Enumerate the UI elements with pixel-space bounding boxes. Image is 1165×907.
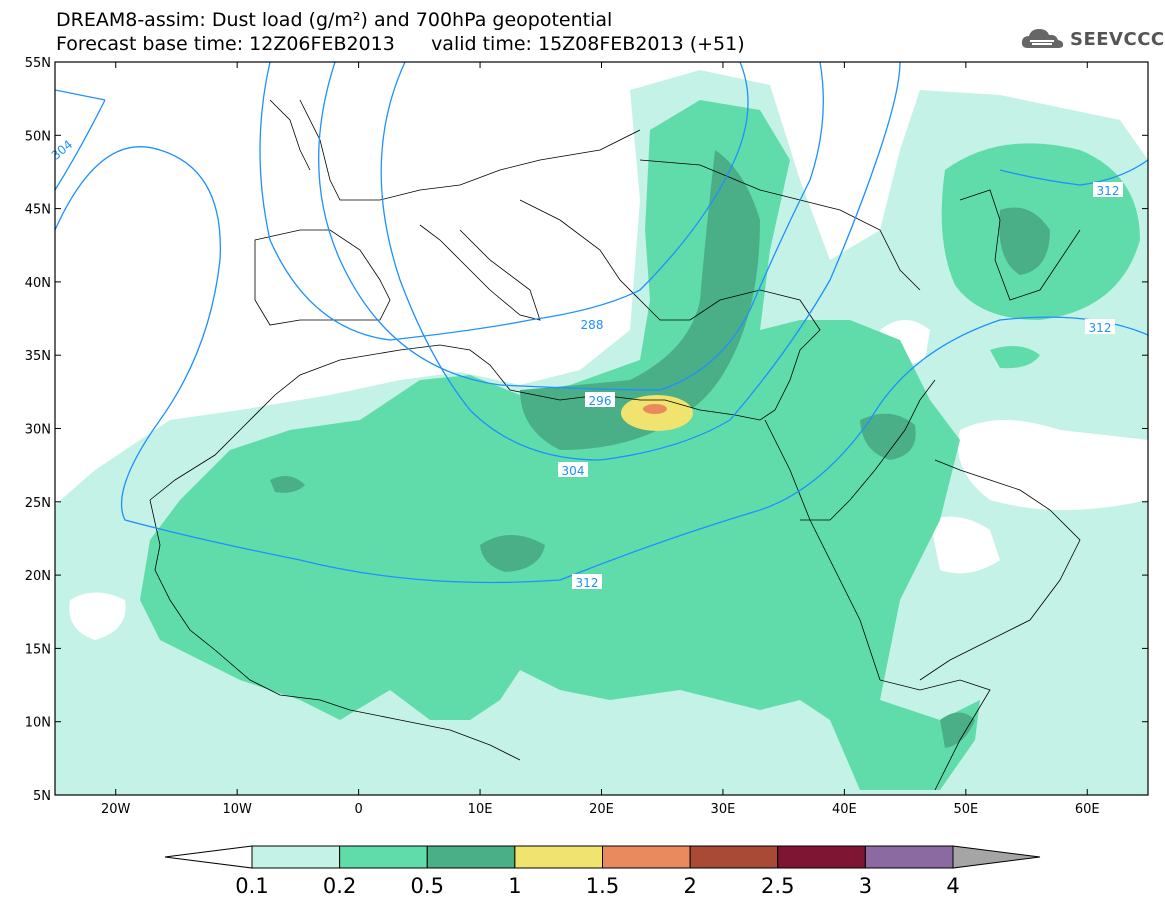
colorbar-segment [602, 845, 691, 869]
contour-label: 312 [1089, 321, 1112, 335]
lat-tick-label: 15N [25, 642, 51, 657]
lat-tick-label: 25N [25, 496, 51, 511]
colorbar-label: 1.5 [586, 874, 619, 898]
lat-tick-label: 55N [25, 56, 51, 71]
contour-label: 296 [589, 394, 612, 408]
coastlines [149, 99, 1081, 791]
contour-label: 312 [1097, 184, 1120, 198]
colorbar-label: 4 [946, 874, 959, 898]
geopotential-contours [55, 62, 1148, 584]
lat-tick-label: 10N [25, 716, 51, 731]
dust-field [55, 70, 1148, 795]
colorbar-label: 0.5 [411, 874, 444, 898]
lat-tick-label: 20N [25, 569, 51, 584]
colorbar-low-extension [164, 845, 253, 869]
colorbar-label: 3 [859, 874, 872, 898]
colorbar-label: 1 [508, 874, 521, 898]
lat-tick-label: 35N [25, 349, 51, 364]
lon-tick-label: 10W [222, 802, 252, 817]
chart-title: DREAM8-assim: Dust load (g/m²) and 700hP… [56, 9, 613, 31]
latitude-axis: 55N 50N 45N 40N 35N 30N 25N 20N 15N 10N 5N [25, 56, 1148, 804]
colorbar-segment [251, 845, 341, 869]
contour-labels: 304 288 296 304 312 312 312 [46, 134, 1123, 590]
lon-tick-label: 0 [354, 802, 362, 817]
colorbar-segment [339, 845, 428, 869]
lat-tick-label: 5N [33, 789, 51, 804]
seevccc-logo: SEEVCCC [1020, 24, 1165, 54]
cloud-icon [1021, 29, 1064, 48]
lat-tick-label: 50N [25, 129, 51, 144]
lat-tick-label: 45N [25, 203, 51, 218]
lat-tick-label: 40N [25, 276, 51, 291]
chart-subtitle: Forecast base time: 12Z06FEB2013 valid t… [56, 33, 745, 55]
colorbar-segment [777, 845, 866, 869]
lon-tick-label: 20W [101, 802, 131, 817]
colorbar-label: 2 [683, 874, 696, 898]
colorbar-label: 2.5 [761, 874, 794, 898]
colorbar: 0.1 0.2 0.5 1 1.5 2 2.5 3 4 [164, 845, 1041, 898]
lon-tick-label: 40E [832, 802, 857, 817]
lon-tick-label: 50E [953, 802, 978, 817]
colorbar-label: 0.2 [323, 874, 356, 898]
colorbar-segment [426, 845, 516, 869]
contour-label: 312 [576, 576, 599, 590]
lon-tick-label: 30E [711, 802, 736, 817]
lon-tick-label: 60E [1075, 802, 1100, 817]
colorbar-high-extension [952, 845, 1041, 869]
longitude-axis: 20W 10W 0 10E 20E 30E 40E 50E 60E [101, 62, 1100, 817]
colorbar-segment [864, 845, 954, 869]
lat-tick-label: 30N [25, 423, 51, 438]
lon-tick-label: 20E [589, 802, 614, 817]
lon-tick-label: 10E [468, 802, 493, 817]
colorbar-label: 0.1 [235, 874, 268, 898]
contour-label: 304 [562, 464, 585, 478]
logo-text: SEEVCCC [1070, 28, 1165, 50]
colorbar-segment [689, 845, 779, 869]
colorbar-segment [514, 845, 603, 869]
contour-label: 288 [581, 318, 604, 332]
